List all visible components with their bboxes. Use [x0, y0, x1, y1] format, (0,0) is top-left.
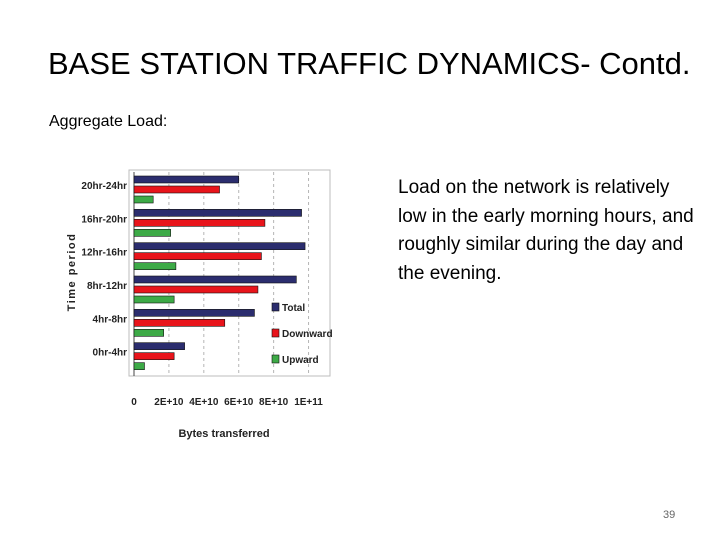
y-tick-label: 8hr-12hr [87, 281, 127, 292]
y-axis-label: Time period [66, 233, 78, 312]
y-tick-label: 12hr-16hr [81, 248, 127, 259]
x-tick-label: 8E+10 [259, 397, 289, 408]
bars [133, 175, 306, 370]
plot-area [128, 169, 331, 377]
bar-upward-0hr-4hr [133, 362, 145, 370]
y-tick-labels: 0hr-4hr 4hr-8hr 8hr-12hr 12hr-16hr 16hr-20hr… [81, 181, 127, 359]
slide-description: Load on the network is relatively low in… [398, 177, 694, 284]
y-tick-label: 4hr-8hr [93, 314, 128, 325]
slide-title: BASE STATION TRAFFIC DYNAMICS- Contd. [48, 46, 691, 81]
bar-downward-4hr-8hr [133, 319, 226, 327]
grid-lines [133, 172, 310, 376]
x-tick-labels: 0 2E+10 4E+10 6E+10 8E+10 1E+11 [131, 397, 323, 408]
bar-downward-20hr-24hr [133, 185, 220, 194]
bar-total-12hr-16hr [133, 242, 306, 250]
bar-total-0hr-4hr [133, 342, 185, 350]
y-tick-label: 16hr-20hr [81, 214, 127, 225]
legend-label-total: Total [282, 303, 305, 314]
y-tick-label: 0hr-4hr [93, 348, 128, 359]
bar-downward-16hr-20hr [133, 219, 266, 227]
bar-upward-8hr-12hr [133, 295, 175, 304]
bar-downward-0hr-4hr [133, 352, 175, 360]
x-tick-label: 0 [131, 397, 137, 408]
legend: Total Downward Upward [271, 302, 333, 366]
bar-total-8hr-12hr [133, 275, 297, 284]
x-tick-label: 1E+11 [294, 397, 323, 408]
bar-upward-4hr-8hr [133, 329, 164, 337]
bar-downward-8hr-12hr [133, 285, 259, 294]
slide-subtitle: Aggregate Load: [49, 113, 168, 130]
bar-downward-12hr-16hr [133, 252, 262, 260]
legend-swatch-total [271, 302, 280, 312]
legend-label-upward: Upward [282, 355, 319, 366]
x-tick-label: 6E+10 [224, 397, 254, 408]
bar-total-20hr-24hr [133, 175, 240, 184]
bar-total-4hr-8hr [133, 309, 255, 317]
legend-swatch-upward [271, 354, 280, 364]
bar-upward-16hr-20hr [133, 229, 171, 237]
bar-total-16hr-20hr [133, 209, 302, 217]
bar-upward-20hr-24hr [133, 195, 154, 204]
bar-upward-12hr-16hr [133, 262, 177, 270]
page-number: 39 [663, 509, 676, 521]
x-tick-label: 4E+10 [189, 397, 219, 408]
legend-swatch-downward [271, 328, 280, 338]
legend-label-downward: Downward [282, 329, 333, 340]
y-tick-label: 20hr-24hr [81, 181, 127, 192]
x-axis-label: Bytes transferred [178, 428, 269, 440]
x-tick-label: 2E+10 [154, 397, 184, 408]
